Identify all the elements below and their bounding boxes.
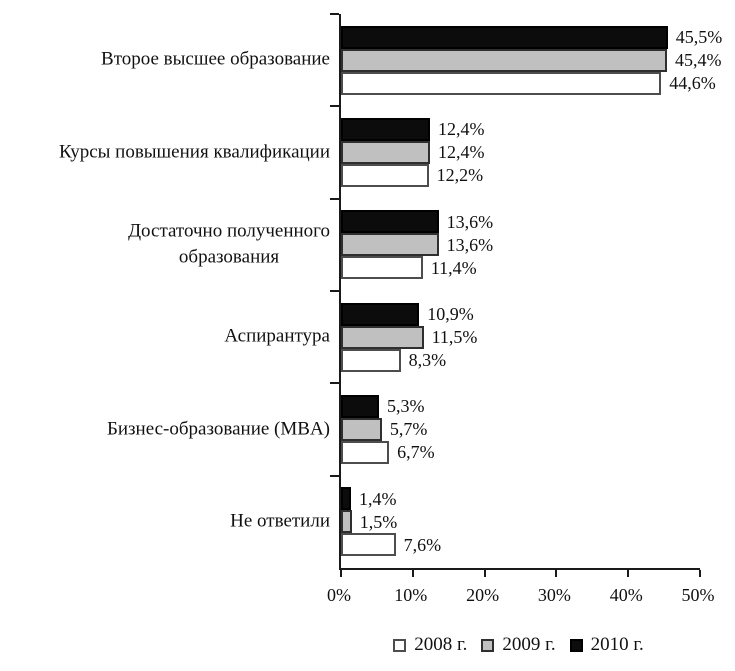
bar-row: 5,7% — [341, 417, 700, 441]
y-axis-tick — [330, 474, 339, 477]
bar-2008-category-2 — [341, 256, 423, 280]
bar-value-label: 10,9% — [427, 304, 474, 325]
bar-value-label: 11,4% — [430, 257, 477, 278]
bar-row: 6,7% — [341, 440, 700, 464]
bar-2009-category-0 — [341, 48, 667, 72]
bar-group-2: 13,6% 13,6% 11,4% — [341, 199, 700, 291]
bar-value-label: 5,3% — [387, 396, 425, 417]
bar-row: 13,6% — [341, 210, 700, 234]
plot-area: 45,5% 45,4% 44,6% 12,4% 12,4% 12,2% 13,6% 13,6%… — [330, 13, 722, 577]
x-axis-tick-label: 50% — [681, 585, 715, 605]
bar-group-3: 10,9% 11,5% 8,3% — [341, 291, 700, 383]
category-label-3: Аспирантура — [224, 325, 330, 347]
bar-group-4: 5,3% 5,7% 6,7% — [341, 383, 700, 475]
bar-value-label: 5,7% — [389, 419, 428, 440]
bar-group-0: 45,5% 45,4% 44,6% — [341, 14, 722, 106]
bar-value-label: 12,4% — [438, 119, 485, 140]
y-axis-tick — [330, 197, 339, 200]
bar-2009-category-5 — [341, 510, 352, 534]
legend-item-2008: 2008 г. — [393, 634, 467, 656]
category-label-4: Бизнес-образование (MBA) — [106, 418, 330, 440]
bar-2010-category-5 — [341, 487, 352, 511]
bar-row: 11,5% — [341, 325, 700, 349]
bar-row: 8,3% — [341, 348, 700, 372]
x-axis-tick — [340, 570, 342, 577]
y-axis-tick — [330, 382, 339, 385]
legend-label: 2008 г. — [414, 634, 468, 655]
bar-row: 1,5% — [341, 510, 700, 534]
x-axis-tick-label: 20% — [466, 585, 500, 605]
category-label-2: Достаточно полученного образования — [128, 220, 330, 268]
bar-row: 7,6% — [341, 533, 700, 557]
bar-2008-category-3 — [341, 348, 401, 372]
legend-item-2010: 2010 г. — [569, 634, 644, 656]
x-axis-tick — [627, 570, 630, 577]
bar-row: 44,6% — [341, 71, 716, 95]
bar-value-label: 13,6% — [446, 211, 494, 232]
bar-2010-category-4 — [341, 394, 380, 418]
legend: 2008 г. 2009 г. 2010 г. — [339, 634, 698, 656]
category-label-0: Второе высшее образование — [101, 48, 330, 70]
category-label-5: Не ответили — [230, 510, 330, 532]
bar-2008-category-5 — [341, 533, 396, 557]
legend-label: 2009 г. — [502, 634, 556, 655]
legend-label: 2010 г. — [590, 634, 644, 655]
bar-2010-category-2 — [341, 210, 439, 234]
bar-value-label: 6,7% — [397, 442, 435, 463]
bar-row: 11,4% — [341, 256, 700, 280]
bar-2009-category-1 — [341, 140, 431, 164]
x-axis-tick — [411, 570, 414, 577]
bar-value-label: 7,6% — [403, 534, 442, 555]
bar-value-label: 1,5% — [359, 511, 398, 532]
x-axis-tick-label: 0% — [327, 585, 351, 605]
bar-value-label: 1,4% — [359, 488, 397, 509]
bar-2008-category-4 — [341, 440, 390, 464]
bar-2009-category-3 — [341, 325, 424, 349]
bar-2010-category-0 — [341, 25, 668, 49]
bar-value-label: 44,6% — [669, 73, 716, 94]
bar-value-label: 13,6% — [446, 234, 494, 255]
legend-swatch-icon — [393, 638, 407, 652]
bar-value-label: 45,5% — [675, 27, 723, 48]
bar-row: 12,2% — [341, 163, 700, 187]
y-axis-tick — [330, 105, 339, 108]
bar-value-label: 11,5% — [431, 327, 478, 348]
bar-value-label: 12,2% — [436, 165, 484, 186]
bar-value-label: 12,4% — [438, 142, 485, 163]
x-axis-tick-labels: 0% 10% 20% 30% 40% 50% — [327, 585, 715, 609]
bar-row: 12,4% — [341, 140, 700, 164]
x-axis-tick — [699, 570, 701, 577]
bar-row: 45,5% — [341, 25, 722, 49]
bar-group-5: 1,4% 1,5% 7,6% — [341, 476, 700, 568]
bar-2010-category-3 — [341, 302, 420, 326]
x-axis-tick — [555, 570, 558, 577]
legend-item-2009: 2009 г. — [481, 634, 556, 656]
y-axis-tick — [330, 290, 339, 292]
bar-2009-category-2 — [341, 233, 439, 257]
bar-2008-category-1 — [341, 163, 429, 187]
legend-swatch-icon — [481, 638, 495, 652]
x-axis-tick-label: 40% — [609, 585, 643, 605]
bar-row: 45,4% — [341, 48, 721, 72]
bar-row: 1,4% — [341, 487, 700, 511]
x-axis-tick — [483, 570, 486, 577]
bar-value-label: 8,3% — [408, 350, 447, 371]
category-label-1: Курсы повышения квалификации — [58, 141, 330, 163]
bar-2009-category-4 — [341, 417, 382, 441]
bar-value-label: 45,4% — [674, 50, 722, 71]
legend-swatch-icon — [569, 638, 583, 652]
y-axis-tick — [330, 13, 339, 15]
bar-row: 13,6% — [341, 233, 700, 257]
bar-row: 10,9% — [341, 302, 700, 326]
bar-row: 5,3% — [341, 394, 700, 418]
x-axis-tick-label: 30% — [537, 585, 571, 605]
bar-2010-category-1 — [341, 117, 431, 141]
bar-2008-category-0 — [341, 71, 662, 95]
bar-group-1: 12,4% 12,4% 12,2% — [341, 106, 700, 198]
bar-row: 12,4% — [341, 117, 700, 141]
category-axis-labels: Второе высшее образование Курсы повышения… — [0, 0, 332, 671]
x-axis-tick-label: 10% — [394, 585, 428, 605]
